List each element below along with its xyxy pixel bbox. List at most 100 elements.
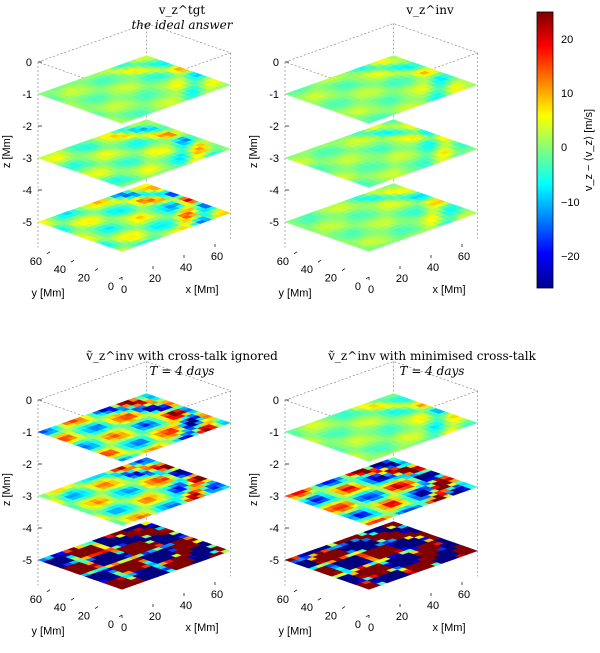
x-tick-label: 40	[427, 600, 439, 612]
y-tick-mark	[70, 597, 75, 601]
z-tick-label: -2	[22, 459, 32, 471]
heat-cell	[139, 119, 152, 124]
z-tick-label: 0	[273, 57, 279, 69]
y-tick-mark	[365, 276, 370, 280]
z-axis-label: z [Mm]	[1, 135, 13, 168]
panel-title: ṽ_z^inv with cross-talk ignored	[85, 349, 278, 363]
x-tick-label: 0	[368, 622, 374, 634]
panel-subtitle: the ideal answer	[131, 18, 233, 32]
z-tick-label: -1	[269, 427, 279, 439]
y-tick-mark	[317, 259, 322, 263]
depth-layer	[37, 119, 232, 188]
z-tick-label: -2	[269, 459, 279, 471]
y-tick-label: 40	[54, 602, 66, 614]
y-tick-label: 0	[108, 619, 114, 631]
z-tick-label: -5	[269, 555, 279, 567]
y-axis-label: y [Mm]	[32, 625, 65, 637]
z-tick-label: -1	[22, 89, 32, 101]
z-tick-label: -2	[22, 121, 32, 133]
y-tick-mark	[293, 251, 298, 255]
depth-layer	[284, 55, 479, 124]
z-tick-label: -4	[269, 523, 279, 535]
x-tick-label: 40	[180, 262, 192, 274]
heat-cell	[386, 119, 399, 124]
y-tick-mark	[118, 614, 123, 618]
panel-inversion: 0 -1 -2 -3 -4 -5 z [Mm] 0 20 40 60 x [Mm] 0 20 40 60 y […	[248, 23, 479, 299]
y-tick-mark	[46, 589, 51, 593]
heat-cell	[139, 55, 152, 60]
y-tick-label: 0	[355, 619, 361, 631]
x-tick-label: 20	[396, 611, 408, 623]
z-tick-label: 0	[26, 57, 32, 69]
colorbar-tick: 10	[561, 88, 573, 100]
y-tick-label: 40	[301, 602, 313, 614]
panel-subtitle: T = 4 days	[150, 364, 215, 378]
x-axis-label: x [Mm]	[433, 284, 466, 296]
z-axis-label: z [Mm]	[248, 135, 260, 168]
y-tick-mark	[341, 268, 346, 271]
colorbar-label: v_z − ⟨v_z⟩ [m/s]	[583, 109, 595, 191]
y-axis-label: y [Mm]	[32, 287, 65, 299]
y-tick-label: 60	[277, 594, 289, 606]
x-tick-label: 40	[180, 600, 192, 612]
heat-cell	[386, 55, 399, 60]
y-tick-label: 40	[301, 264, 313, 276]
depth-layer	[284, 393, 479, 462]
heat-cell	[139, 183, 152, 188]
depth-layer	[37, 393, 232, 462]
y-tick-label: 20	[78, 611, 90, 623]
y-tick-mark	[70, 259, 75, 263]
panel-title: ṽ_z^inv with minimised cross-talk	[327, 349, 536, 363]
panel-crosstalk-ignored: 0 -1 -2 -3 -4 -5 z [Mm] 0 20 40 60 x [Mm] 0 20 40 60 y […	[1, 361, 232, 637]
z-tick-label: -2	[269, 121, 279, 133]
x-tick-label: 0	[368, 284, 374, 296]
z-tick-label: -5	[269, 217, 279, 229]
panel-title: v_z^tgt	[158, 3, 206, 17]
depth-layer	[37, 521, 232, 590]
y-tick-label: 0	[355, 281, 361, 293]
panel-target: 0 -1 -2 -3 -4 -5 z [Mm] 0 20 40 60 x [Mm] 0 20 40 60 y […	[1, 23, 232, 299]
y-tick-mark	[341, 606, 346, 609]
y-tick-mark	[293, 589, 298, 593]
depth-layer	[37, 55, 232, 124]
z-tick-label: -5	[22, 217, 32, 229]
y-tick-mark	[317, 597, 322, 601]
x-tick-label: 20	[396, 273, 408, 285]
y-tick-mark	[365, 614, 370, 618]
x-axis-label: x [Mm]	[186, 284, 219, 296]
y-tick-label: 0	[108, 281, 114, 293]
x-tick-label: 20	[149, 273, 161, 285]
colorbar-tick: 0	[561, 142, 567, 154]
z-tick-label: -3	[269, 491, 279, 503]
z-tick-label: 0	[26, 395, 32, 407]
x-axis-label: x [Mm]	[186, 622, 219, 634]
z-tick-label: -5	[22, 555, 32, 567]
z-tick-label: -1	[269, 89, 279, 101]
y-tick-label: 20	[325, 273, 337, 285]
z-tick-label: -3	[22, 153, 32, 165]
y-tick-label: 40	[54, 264, 66, 276]
panel-title: v_z^inv	[405, 3, 454, 17]
z-tick-label: 0	[273, 395, 279, 407]
x-tick-label: 0	[121, 622, 127, 634]
z-tick-label: -4	[22, 523, 32, 535]
depth-layer	[37, 457, 232, 526]
x-tick-label: 40	[427, 262, 439, 274]
y-tick-mark	[46, 251, 51, 255]
y-axis-label: y [Mm]	[279, 625, 312, 637]
colorbar-tick: 20	[561, 34, 573, 46]
y-tick-label: 60	[30, 594, 42, 606]
colorbar-tick: −20	[561, 251, 580, 263]
z-tick-label: -4	[22, 185, 32, 197]
x-tick-label: 60	[211, 589, 223, 601]
x-tick-label: 60	[458, 589, 470, 601]
depth-layer	[284, 119, 479, 188]
z-axis-label: z [Mm]	[1, 473, 13, 506]
z-tick-label: -3	[269, 153, 279, 165]
y-tick-mark	[118, 276, 123, 280]
x-tick-label: 60	[211, 251, 223, 263]
y-tick-label: 60	[277, 256, 289, 268]
x-tick-label: 0	[121, 284, 127, 296]
panel-subtitle: T = 4 days	[400, 364, 465, 378]
x-axis-label: x [Mm]	[433, 622, 466, 634]
